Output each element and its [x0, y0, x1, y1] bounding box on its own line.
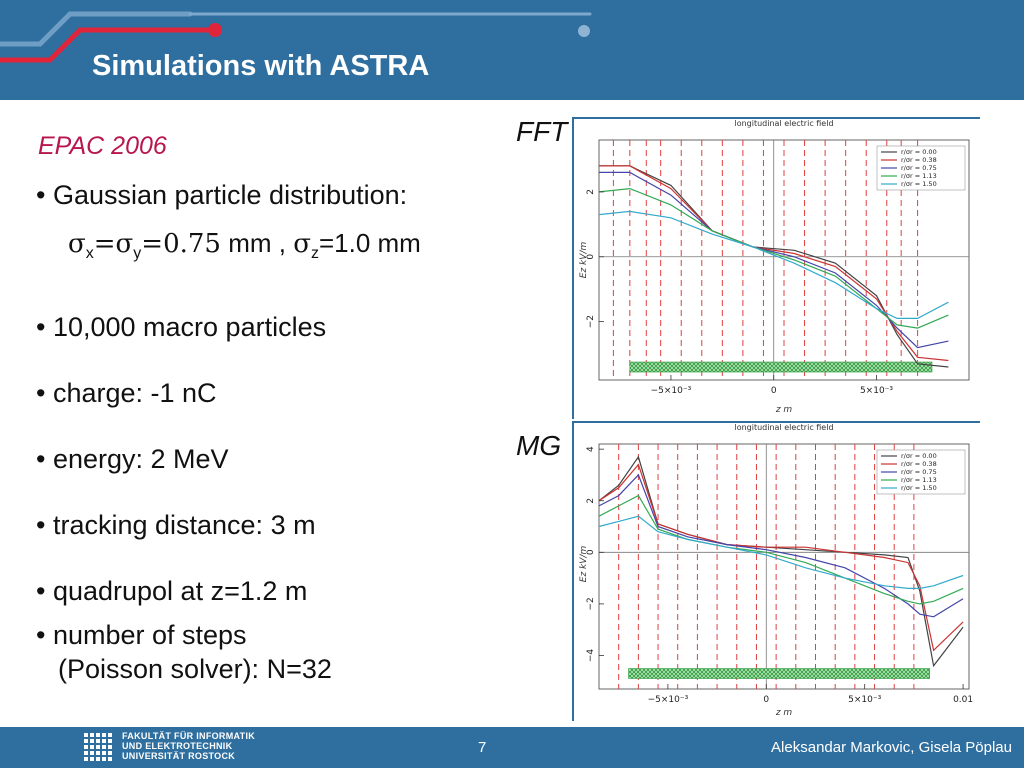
conference-label: EPAC 2006 [38, 132, 167, 160]
y-tick-label: −2 [586, 315, 596, 328]
header-decoration [0, 11, 592, 63]
subscript-x: x [85, 245, 94, 262]
sigma-formula: σx=σy=0.75 mm , σz=1.0 mm [68, 228, 421, 263]
x-tick-label: −5×10⁻³ [651, 386, 692, 396]
fft-label: FFT [516, 116, 568, 147]
series-line [598, 210, 949, 319]
legend-entry: r/σr = 0.38 [901, 156, 937, 164]
y-tick-label: 0 [586, 549, 596, 555]
y-axis-label: Ez kV/m [579, 546, 589, 583]
mg-plot-frame [572, 421, 980, 721]
bullet-item: • tracking distance: 3 m [36, 510, 316, 540]
x-axis-label: z m [775, 708, 793, 718]
gridlines [599, 140, 969, 380]
bullet-item: • Gaussian particle distribution: [36, 180, 408, 210]
bullet-item: • number of steps (Poisson solver): N=32 [36, 618, 332, 686]
equals: = [93, 229, 116, 259]
bullet-item: • 10,000 macro particles [36, 312, 327, 342]
legend-entry: r/σr = 0.75 [901, 164, 937, 172]
y-tick-label: 2 [586, 189, 596, 195]
university-logo-icon [84, 733, 112, 761]
y-tick-label: 0 [586, 254, 596, 260]
bullet-item: • charge: -1 nC [36, 378, 217, 408]
unit-text: mm , [220, 228, 294, 258]
series-line [598, 515, 964, 589]
legend-entry: r/σr = 0.00 [901, 148, 937, 156]
y-tick-label: 4 [586, 446, 596, 452]
page-number: 7 [478, 739, 487, 756]
legend: r/σr = 0.00r/σr = 0.38r/σr = 0.75r/σr = … [876, 449, 966, 495]
sigma-symbol: σ [68, 229, 86, 259]
legend: r/σr = 0.00r/σr = 0.38r/σr = 0.75r/σr = … [876, 145, 966, 191]
green-bar [629, 361, 933, 373]
x-tick-label: 0.01 [953, 695, 973, 705]
green-bar [628, 668, 930, 679]
slide-header: Simulations with ASTRA [0, 0, 1024, 100]
legend-entry: r/σr = 0.38 [901, 460, 937, 468]
y-tick-label: −4 [586, 649, 596, 663]
legend-entry: r/σr = 0.75 [901, 468, 937, 476]
authors: Aleksandar Markovic, Gisela Pöplau [771, 739, 1012, 756]
gridlines [599, 444, 969, 689]
legend-entry: r/σr = 1.13 [901, 476, 937, 484]
legend-entry: r/σr = 0.00 [901, 452, 937, 460]
logo-line: FAKULTÄT FÜR INFORMATIK [122, 731, 256, 741]
series-group [598, 165, 949, 368]
x-tick-label: 0 [763, 695, 769, 705]
slide-footer [0, 727, 1024, 768]
series-line [599, 165, 949, 362]
x-axis-label: z m [775, 405, 793, 415]
series-group [598, 455, 964, 668]
fft-plot-frame [572, 117, 980, 419]
y-tick-label: −2 [586, 597, 596, 610]
x-tick-label: 5×10⁻³ [860, 386, 893, 396]
x-tick-label: 5×10⁻³ [848, 695, 881, 705]
series-line [599, 171, 949, 349]
plot-title: longitudinal electric field [734, 120, 833, 128]
tick-group: −5×10⁻³ 0 5×10⁻³ 2 0 −2 [586, 189, 893, 396]
series-line [598, 463, 964, 652]
particle-bunch-bar [629, 361, 933, 373]
series-line [598, 494, 964, 605]
series-line [598, 455, 964, 668]
bullet-item: • quadrupol at z=1.2 m [36, 576, 308, 606]
mg-label: MG [516, 430, 562, 461]
sigma-symbol: σ [115, 229, 134, 259]
series-line [598, 473, 964, 618]
fft-plot: longitudinal electric field z m Ez kV/m … [579, 120, 970, 415]
tick-group: −5×10⁻³ 0 5×10⁻³ 0.01 4 2 0 −2 −4 [586, 446, 973, 705]
sigma-z-value: =1.0 mm [318, 228, 421, 258]
faculty-logo-text: FAKULTÄT FÜR INFORMATIK UND ELEKTROTECHN… [122, 731, 255, 761]
y-axis-label: Ez kV/m [579, 242, 589, 279]
bullet-continuation: (Poisson solver): N=32 [58, 654, 332, 684]
logo-line: UNIVERSITÄT ROSTOCK [122, 751, 236, 761]
mg-plot: longitudinal electric field z m Ez kV/m … [579, 424, 973, 718]
x-tick-label: −5×10⁻³ [648, 695, 689, 705]
y-tick-label: 2 [586, 498, 596, 504]
series-line [599, 165, 949, 368]
legend-entry: r/σr = 1.13 [901, 172, 937, 180]
bullet-item: • energy: 2 MeV [36, 444, 229, 474]
particle-bunch-bar [628, 668, 930, 679]
sigma-value: =0.75 [141, 229, 221, 259]
subscript-z: z [310, 245, 319, 262]
x-tick-label: 0 [771, 386, 777, 396]
legend-entry: r/σr = 1.50 [901, 180, 937, 188]
bullet-item-text: • number of steps [36, 620, 247, 650]
plot-title: longitudinal electric field [734, 424, 833, 432]
subscript-y: y [133, 245, 142, 262]
logo-line: UND ELEKTROTECHNIK [122, 741, 233, 751]
series-line [598, 187, 949, 329]
slide-title: Simulations with ASTRA [92, 50, 430, 82]
legend-entry: r/σr = 1.50 [901, 484, 937, 492]
sigma-symbol: σ [293, 229, 311, 259]
